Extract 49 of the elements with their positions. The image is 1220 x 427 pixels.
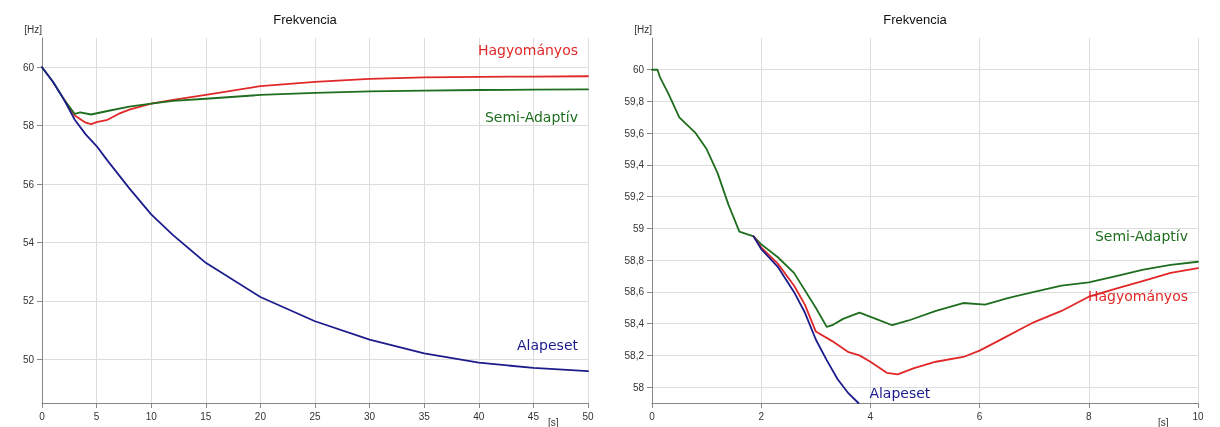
x-tick-label: 10 [1192,410,1204,422]
x-tick-label: 8 [1086,410,1093,422]
x-tick-label: 30 [364,410,376,422]
y-tick-label: 59,2 [624,191,645,203]
series-label: Alapeset [869,385,931,401]
series-label: Alapeset [517,337,579,354]
x-tick-label: 20 [254,410,267,422]
x-tick-label: 25 [309,410,321,422]
x-tick-label: 35 [418,410,431,422]
x-tick-label: 10 [145,410,158,422]
x-axis-title: [s] [1158,416,1169,427]
x-tick-label: 50 [582,410,594,422]
x-axis-title: [s] [548,416,559,427]
x-tick-label: 6 [976,410,983,422]
x-tick-label: 0 [39,410,46,422]
x-tick-label: 15 [200,410,212,422]
line-series [651,68,1199,328]
y-tick-label: 58,4 [624,318,645,330]
y-tick-label: 59 [632,222,645,234]
y-axis-title: [Hz] [634,23,653,35]
y-tick-label: 60 [22,61,35,73]
y-tick-label: 58,2 [624,349,645,361]
y-tick-label: 59,8 [624,95,645,107]
series-label: Semi-Adaptív [1094,227,1188,244]
y-tick-label: 58 [22,120,35,132]
y-tick-label: 59,6 [624,127,645,139]
x-tick-label: 4 [867,410,874,422]
x-tick-label: 40 [473,410,485,422]
x-tick-label: 2 [758,410,765,422]
line-series [41,66,589,373]
x-tick-label: 5 [93,410,100,422]
series-label: Hagyományos [1087,288,1188,305]
y-tick-label: 58,6 [624,286,645,298]
y-tick-label: 58 [632,381,645,393]
series-label: Hagyományos [477,42,578,59]
y-tick-label: 54 [22,236,35,248]
y-tick-label: 52 [22,295,35,307]
chart-title: Frekvencia [883,12,948,27]
y-tick-label: 60 [632,64,645,76]
y-tick-label: 50 [22,353,35,365]
series-label: Semi-Adaptív [484,109,578,126]
y-axis-title: [Hz] [24,23,43,35]
x-tick-label: 45 [527,410,540,422]
y-tick-label: 58,8 [624,254,645,266]
x-tick-label: 0 [649,410,656,422]
y-tick-label: 56 [22,178,35,190]
chart-title: Frekvencia [273,12,338,27]
y-tick-label: 59,4 [624,159,645,171]
line-series [752,235,860,404]
